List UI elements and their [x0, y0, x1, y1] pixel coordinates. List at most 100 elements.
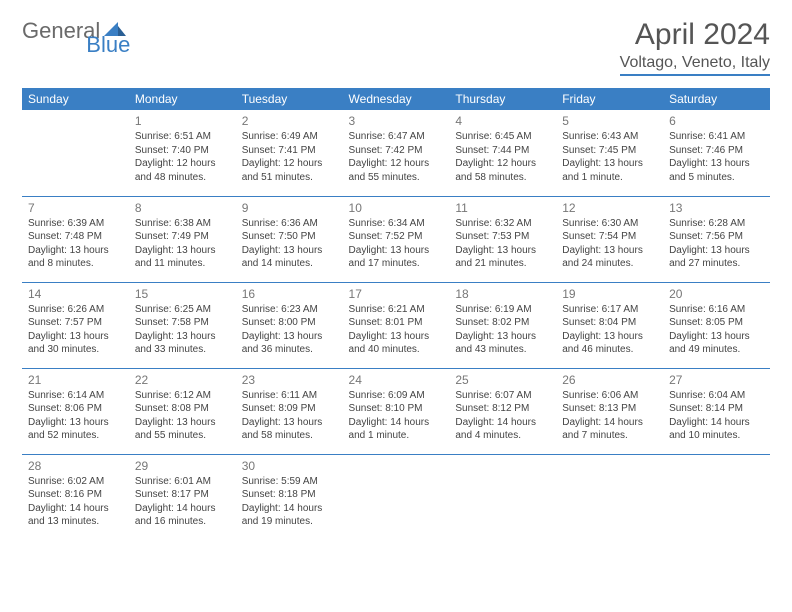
daylight-line: Daylight: 13 hours and 11 minutes. [135, 244, 230, 271]
day-number: 21 [28, 372, 123, 388]
day-number: 27 [669, 372, 764, 388]
week-row: 28Sunrise: 6:02 AMSunset: 8:16 PMDayligh… [22, 454, 770, 540]
sunset-line: Sunset: 8:10 PM [349, 402, 444, 416]
calendar-table: SundayMondayTuesdayWednesdayThursdayFrid… [22, 88, 770, 540]
sunrise-line: Sunrise: 6:07 AM [455, 389, 550, 403]
daylight-line: Daylight: 13 hours and 27 minutes. [669, 244, 764, 271]
sunset-line: Sunset: 7:42 PM [349, 144, 444, 158]
sunset-line: Sunset: 8:09 PM [242, 402, 337, 416]
daylight-line: Daylight: 13 hours and 36 minutes. [242, 330, 337, 357]
day-cell: 3Sunrise: 6:47 AMSunset: 7:42 PMDaylight… [343, 110, 450, 196]
week-row: 21Sunrise: 6:14 AMSunset: 8:06 PMDayligh… [22, 368, 770, 454]
day-number: 9 [242, 200, 337, 216]
sunrise-line: Sunrise: 6:04 AM [669, 389, 764, 403]
daylight-line: Daylight: 12 hours and 48 minutes. [135, 157, 230, 184]
sunrise-line: Sunrise: 6:23 AM [242, 303, 337, 317]
day-cell: 12Sunrise: 6:30 AMSunset: 7:54 PMDayligh… [556, 196, 663, 282]
daylight-line: Daylight: 13 hours and 1 minute. [562, 157, 657, 184]
day-cell: 11Sunrise: 6:32 AMSunset: 7:53 PMDayligh… [449, 196, 556, 282]
sunset-line: Sunset: 8:14 PM [669, 402, 764, 416]
sunset-line: Sunset: 8:18 PM [242, 488, 337, 502]
day-number: 18 [455, 286, 550, 302]
sunset-line: Sunset: 7:41 PM [242, 144, 337, 158]
sunset-line: Sunset: 8:04 PM [562, 316, 657, 330]
sunset-line: Sunset: 8:05 PM [669, 316, 764, 330]
logo-text-blue: Blue [86, 32, 130, 58]
day-cell: 28Sunrise: 6:02 AMSunset: 8:16 PMDayligh… [22, 454, 129, 540]
sunset-line: Sunset: 8:06 PM [28, 402, 123, 416]
sunset-line: Sunset: 7:53 PM [455, 230, 550, 244]
sunset-line: Sunset: 8:13 PM [562, 402, 657, 416]
day-number: 29 [135, 458, 230, 474]
day-cell: 7Sunrise: 6:39 AMSunset: 7:48 PMDaylight… [22, 196, 129, 282]
day-cell: 16Sunrise: 6:23 AMSunset: 8:00 PMDayligh… [236, 282, 343, 368]
daylight-line: Daylight: 13 hours and 55 minutes. [135, 416, 230, 443]
day-cell: 17Sunrise: 6:21 AMSunset: 8:01 PMDayligh… [343, 282, 450, 368]
sunrise-line: Sunrise: 6:02 AM [28, 475, 123, 489]
day-number: 8 [135, 200, 230, 216]
daylight-line: Daylight: 13 hours and 8 minutes. [28, 244, 123, 271]
daylight-line: Daylight: 12 hours and 58 minutes. [455, 157, 550, 184]
day-number: 2 [242, 113, 337, 129]
sunset-line: Sunset: 8:00 PM [242, 316, 337, 330]
day-cell: 2Sunrise: 6:49 AMSunset: 7:41 PMDaylight… [236, 110, 343, 196]
sunrise-line: Sunrise: 6:06 AM [562, 389, 657, 403]
sunrise-line: Sunrise: 6:19 AM [455, 303, 550, 317]
sunrise-line: Sunrise: 6:39 AM [28, 217, 123, 231]
daylight-line: Daylight: 13 hours and 14 minutes. [242, 244, 337, 271]
sunset-line: Sunset: 8:12 PM [455, 402, 550, 416]
sunset-line: Sunset: 7:52 PM [349, 230, 444, 244]
day-cell: 5Sunrise: 6:43 AMSunset: 7:45 PMDaylight… [556, 110, 663, 196]
day-number: 20 [669, 286, 764, 302]
daylight-line: Daylight: 14 hours and 19 minutes. [242, 502, 337, 529]
daylight-line: Daylight: 12 hours and 51 minutes. [242, 157, 337, 184]
week-row: 1Sunrise: 6:51 AMSunset: 7:40 PMDaylight… [22, 110, 770, 196]
sunset-line: Sunset: 8:08 PM [135, 402, 230, 416]
daylight-line: Daylight: 13 hours and 24 minutes. [562, 244, 657, 271]
day-cell: 23Sunrise: 6:11 AMSunset: 8:09 PMDayligh… [236, 368, 343, 454]
sunrise-line: Sunrise: 6:38 AM [135, 217, 230, 231]
day-cell: 8Sunrise: 6:38 AMSunset: 7:49 PMDaylight… [129, 196, 236, 282]
daylight-line: Daylight: 14 hours and 1 minute. [349, 416, 444, 443]
sunrise-line: Sunrise: 6:47 AM [349, 130, 444, 144]
day-number: 25 [455, 372, 550, 388]
sunrise-line: Sunrise: 6:51 AM [135, 130, 230, 144]
day-header: Saturday [663, 88, 770, 110]
day-cell: 20Sunrise: 6:16 AMSunset: 8:05 PMDayligh… [663, 282, 770, 368]
daylight-line: Daylight: 13 hours and 21 minutes. [455, 244, 550, 271]
daylight-line: Daylight: 13 hours and 58 minutes. [242, 416, 337, 443]
day-number: 26 [562, 372, 657, 388]
day-header: Tuesday [236, 88, 343, 110]
sunrise-line: Sunrise: 6:49 AM [242, 130, 337, 144]
location-label: Voltago, Veneto, Italy [620, 54, 770, 76]
day-cell: 4Sunrise: 6:45 AMSunset: 7:44 PMDaylight… [449, 110, 556, 196]
day-number: 22 [135, 372, 230, 388]
day-number: 6 [669, 113, 764, 129]
day-number: 15 [135, 286, 230, 302]
daylight-line: Daylight: 13 hours and 52 minutes. [28, 416, 123, 443]
sunrise-line: Sunrise: 6:11 AM [242, 389, 337, 403]
daylight-line: Daylight: 13 hours and 33 minutes. [135, 330, 230, 357]
day-number: 23 [242, 372, 337, 388]
sunrise-line: Sunrise: 6:28 AM [669, 217, 764, 231]
sunrise-line: Sunrise: 6:34 AM [349, 217, 444, 231]
sunrise-line: Sunrise: 6:14 AM [28, 389, 123, 403]
sunset-line: Sunset: 8:16 PM [28, 488, 123, 502]
sunset-line: Sunset: 7:57 PM [28, 316, 123, 330]
day-cell: 19Sunrise: 6:17 AMSunset: 8:04 PMDayligh… [556, 282, 663, 368]
day-cell: 10Sunrise: 6:34 AMSunset: 7:52 PMDayligh… [343, 196, 450, 282]
sunrise-line: Sunrise: 6:01 AM [135, 475, 230, 489]
day-cell: 9Sunrise: 6:36 AMSunset: 7:50 PMDaylight… [236, 196, 343, 282]
sunset-line: Sunset: 7:44 PM [455, 144, 550, 158]
daylight-line: Daylight: 13 hours and 49 minutes. [669, 330, 764, 357]
sunrise-line: Sunrise: 6:21 AM [349, 303, 444, 317]
daylight-line: Daylight: 13 hours and 46 minutes. [562, 330, 657, 357]
sunset-line: Sunset: 8:02 PM [455, 316, 550, 330]
header: General Blue April 2024 Voltago, Veneto,… [22, 18, 770, 76]
sunrise-line: Sunrise: 6:30 AM [562, 217, 657, 231]
day-cell: 1Sunrise: 6:51 AMSunset: 7:40 PMDaylight… [129, 110, 236, 196]
sunrise-line: Sunrise: 6:25 AM [135, 303, 230, 317]
daylight-line: Daylight: 14 hours and 10 minutes. [669, 416, 764, 443]
title-block: April 2024 Voltago, Veneto, Italy [620, 18, 770, 76]
day-number: 11 [455, 200, 550, 216]
